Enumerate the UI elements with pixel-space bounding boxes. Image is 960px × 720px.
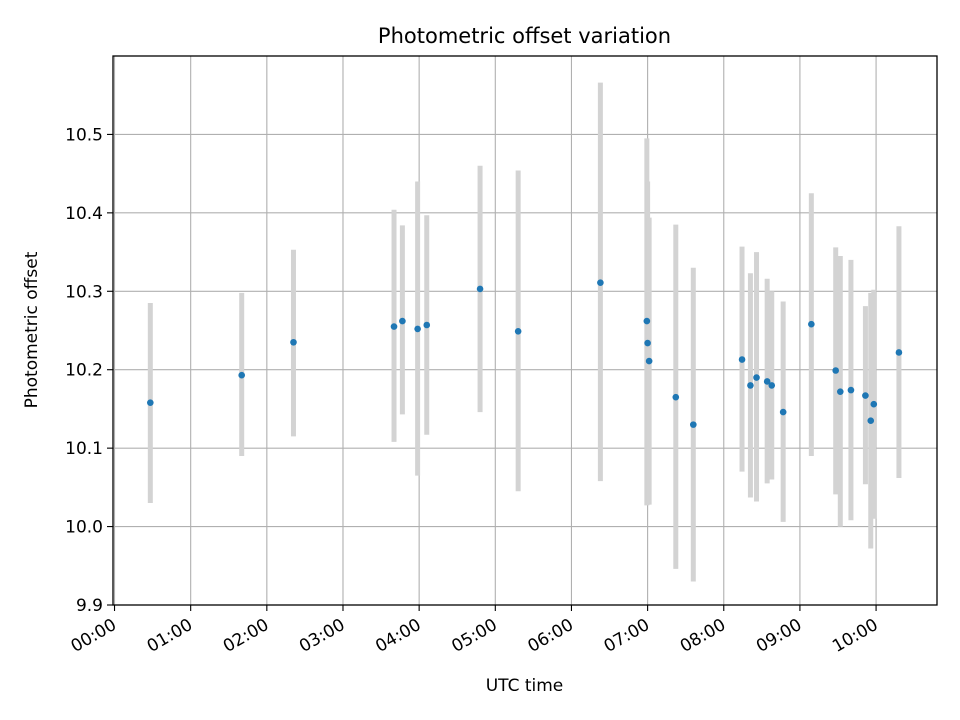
data-point [738, 356, 746, 363]
data-point [768, 382, 776, 389]
y-tick-label: 10.0 [65, 518, 103, 538]
data-point [870, 400, 878, 408]
data-point [414, 325, 421, 333]
y-axis-ticks: 9.9 10.0 10.1 10.2 10.3 10.4 10.5 [65, 125, 113, 616]
data-point [147, 399, 154, 406]
data-point [847, 386, 855, 394]
data-point [290, 338, 297, 346]
data-point [390, 323, 398, 330]
data-point [643, 317, 651, 325]
plot-frame [112, 55, 938, 606]
data-point [753, 374, 760, 381]
data-point [399, 317, 406, 325]
y-tick-label: 10.3 [65, 282, 103, 302]
y-tick-label: 10.2 [65, 361, 103, 381]
data-point [862, 392, 869, 399]
data-point [597, 279, 604, 286]
y-tick-label: 10.5 [65, 125, 103, 145]
data-point [476, 285, 484, 293]
data-points [147, 279, 903, 428]
data-point [763, 378, 771, 385]
data-point [747, 382, 754, 389]
data-point [779, 408, 787, 416]
y-tick-label: 9.9 [76, 596, 103, 616]
y-tick-label: 10.4 [65, 204, 103, 224]
data-point [238, 371, 246, 379]
data-point [514, 327, 522, 335]
data-point [690, 421, 697, 428]
data-point [645, 357, 653, 365]
data-point [836, 388, 844, 395]
chart-title: Photometric offset variation [378, 24, 671, 48]
data-point [832, 367, 840, 374]
data-point [895, 349, 903, 356]
x-axis-title: UTC time [486, 676, 564, 696]
data-point [672, 393, 680, 401]
data-point [808, 320, 815, 328]
data-point [423, 321, 431, 329]
data-point [644, 339, 651, 347]
y-tick-label: 10.1 [65, 439, 103, 459]
y-axis-title: Photometric offset [22, 251, 42, 408]
data-point [867, 417, 875, 424]
